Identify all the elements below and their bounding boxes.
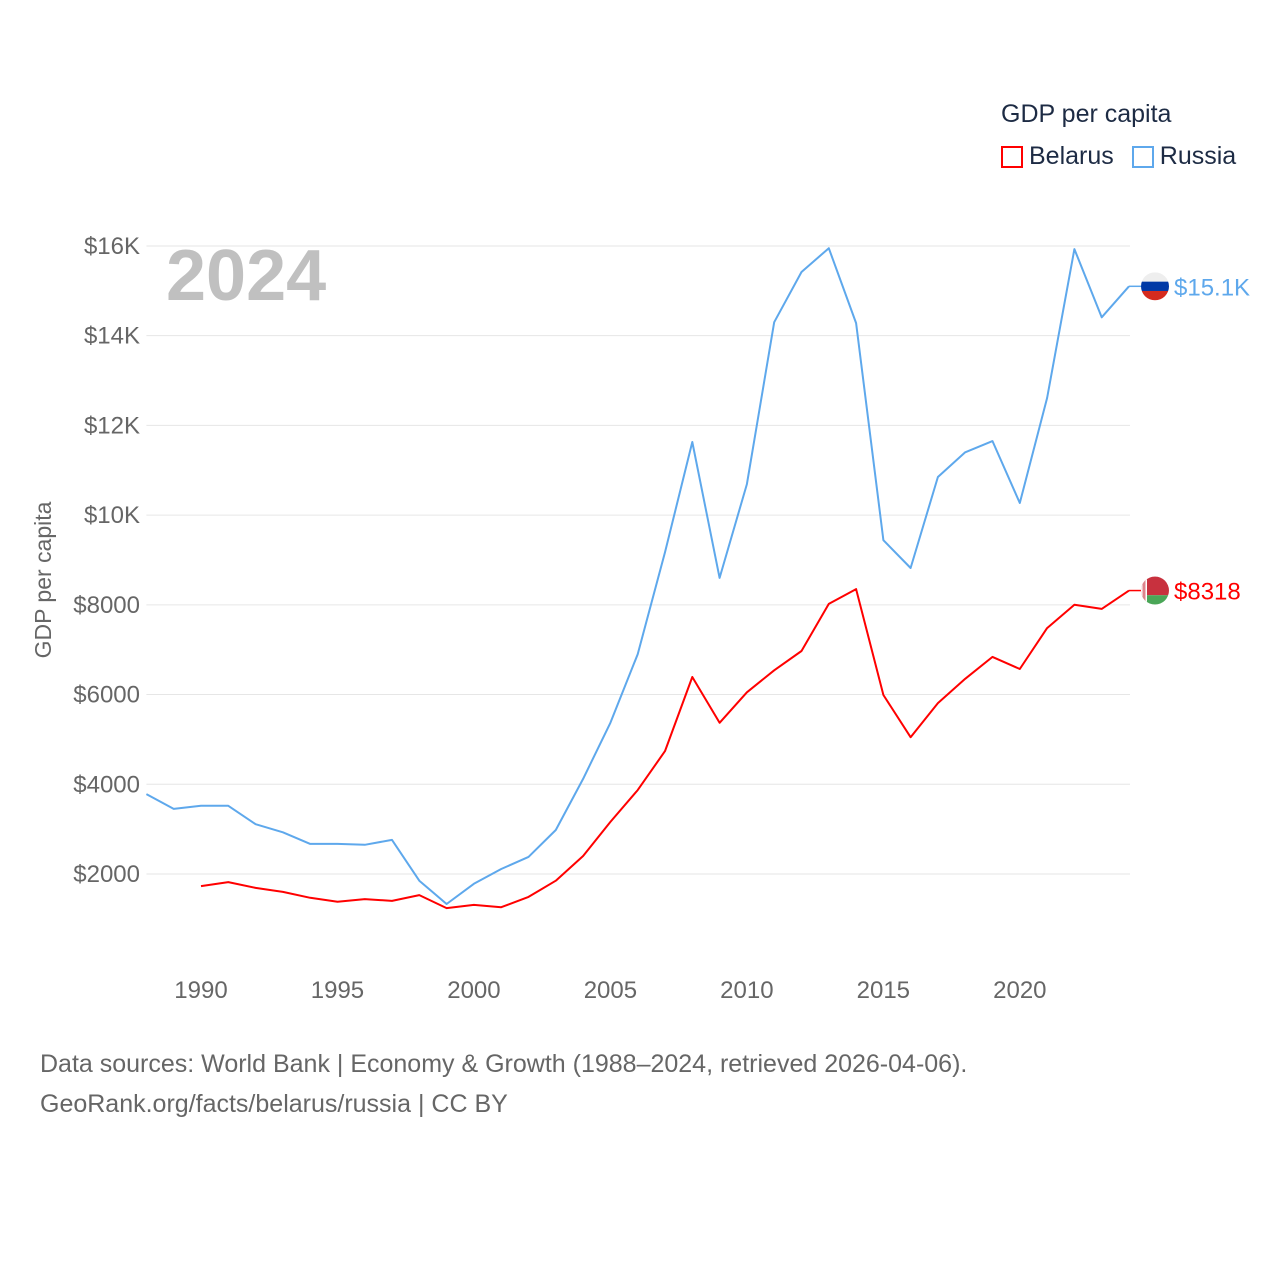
y-tick-label: $2000 — [73, 861, 140, 888]
flag-stripe-red — [1141, 576, 1169, 596]
legend-label-russia: Russia — [1159, 142, 1237, 170]
footer: Data sources: World Bank | Economy & Gro… — [40, 1044, 967, 1124]
flag-stripe-red — [1141, 290, 1169, 301]
legend-item-belarus[interactable]: Belarus — [1001, 142, 1114, 171]
legend-swatch-belarus — [1001, 145, 1023, 168]
series-line-belarus — [200, 588, 1130, 910]
x-tick-label: 2015 — [857, 977, 910, 1004]
y-tick-label: $8000 — [73, 592, 140, 619]
x-tick-label: 2020 — [993, 977, 1046, 1004]
source-link[interactable]: GeoRank.org/facts/belarus/russia | CC BY — [40, 1090, 508, 1118]
end-value-label-russia: $15.1K — [1174, 274, 1250, 301]
y-tick-label: $4000 — [73, 771, 140, 798]
flag-stripe-white — [1141, 272, 1169, 282]
legend-swatch-russia — [1131, 145, 1154, 168]
year-watermark: 2024 — [166, 236, 326, 316]
flag-ornament-pattern — [1142, 576, 1146, 605]
y-tick-label: $14K — [84, 323, 140, 350]
legend: Belarus Russia — [1001, 142, 1236, 171]
x-tick-label: 2005 — [584, 977, 637, 1004]
series-line-russia — [145, 247, 1130, 905]
data-sources: Data sources: World Bank | Economy & Gro… — [40, 1050, 968, 1078]
legend-label-belarus: Belarus — [1029, 142, 1114, 170]
x-tick-label: 1995 — [311, 977, 364, 1004]
y-tick-label: $6000 — [73, 682, 140, 709]
belarus-flag-icon — [1141, 576, 1169, 605]
y-axis-label: GDP per capita — [30, 501, 56, 658]
flag-stripe-blue — [1141, 281, 1169, 291]
x-tick-label: 1990 — [174, 977, 227, 1004]
end-value-label-belarus: $8318 — [1174, 579, 1241, 606]
y-tick-label: $16K — [84, 233, 140, 260]
x-tick-label: 2010 — [720, 977, 773, 1004]
y-tick-label: $10K — [84, 502, 140, 529]
legend-title: GDP per capita — [1001, 100, 1172, 128]
flag-stripe-green — [1141, 595, 1169, 605]
y-tick-label: $12K — [84, 412, 140, 439]
russia-flag-icon — [1141, 272, 1169, 301]
x-tick-label: 2000 — [447, 977, 500, 1004]
legend-item-russia[interactable]: Russia — [1131, 142, 1237, 171]
